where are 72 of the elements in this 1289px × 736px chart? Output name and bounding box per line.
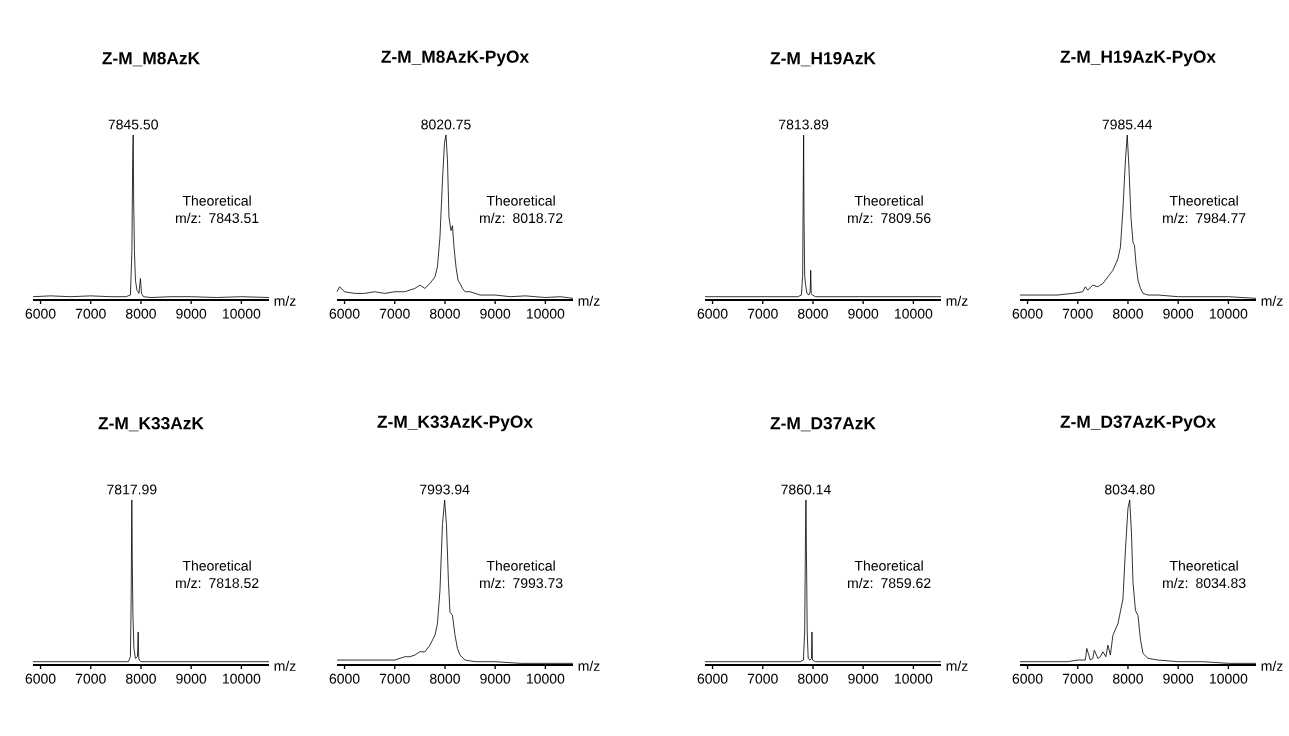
x-axis-title: m/z [1261,295,1283,306]
x-tick-label: 8000 [798,308,828,319]
annotation: 8034.80 [1105,484,1155,495]
x-tick-label: 10000 [894,308,933,319]
annotation: 8020.75 [421,119,471,130]
annotation: Theoretical m/z: 7843.51 [175,195,259,224]
x-tick-label: 8000 [1113,308,1143,319]
x-tick-label: 9000 [848,673,879,684]
x-tick-label: 10000 [1209,673,1248,684]
x-tick-label: 7000 [1062,673,1093,684]
annotation: Theoretical m/z: 8018.72 [479,195,563,224]
x-tick-label: 8000 [125,308,156,319]
annotation: 7845.50 [108,119,158,130]
x-tick-label: 10000 [526,673,565,684]
annotation: 7985.44 [1102,119,1153,130]
x-tick-label: 8000 [125,673,156,684]
chart-title: Z-M_M8AzK [102,52,200,67]
chart-title: Z-M_H19AzK-PyOx [1060,50,1216,67]
x-axis-title: m/z [1261,660,1283,671]
x-tick-label: 7000 [747,308,778,319]
x-tick-label: 8000 [429,673,460,684]
x-tick-label: 10000 [1209,308,1248,319]
chart-title: Z-M_D37AzK [770,417,876,432]
x-tick-label: 9000 [1163,308,1194,319]
x-tick-label: 6000 [25,673,56,684]
x-axis-title: m/z [946,295,968,306]
x-tick-label: 6000 [697,673,728,684]
chart-title: Z-M_M8AzK-PyOx [381,50,530,67]
annotation: Theoretical m/z: 7984.77 [1162,195,1246,224]
x-tick-label: 9000 [480,673,511,684]
x-tick-label: 8000 [429,308,460,319]
x-tick-label: 9000 [480,308,511,319]
chart-title: Z-M_D37AzK-PyOx [1060,415,1216,432]
x-tick-label: 9000 [1163,673,1194,684]
x-tick-label: 7000 [379,308,410,319]
x-tick-label: 7000 [75,308,106,319]
x-tick-label: 6000 [329,308,360,319]
x-tick-label: 6000 [25,308,56,319]
chart-title: Z-M_H19AzK [770,52,876,67]
annotation: Theoretical m/z: 8034.83 [1162,560,1246,589]
x-tick-label: 10000 [222,308,261,319]
annotation: 7860.14 [781,484,831,495]
x-axis-title: m/z [578,660,600,671]
x-tick-label: 8000 [798,673,828,684]
x-tick-label: 6000 [697,308,728,319]
x-tick-label: 7000 [75,673,106,684]
x-tick-label: 9000 [176,673,207,684]
x-tick-label: 10000 [222,673,261,684]
x-tick-label: 6000 [329,673,360,684]
annotation: Theoretical m/z: 7859.62 [847,560,931,589]
x-tick-label: 6000 [1012,308,1043,319]
annotation: 7817.99 [107,484,157,495]
x-tick-label: 7000 [379,673,410,684]
x-tick-label: 9000 [848,308,879,319]
x-axis-title: m/z [946,660,968,671]
x-tick-label: 7000 [747,673,778,684]
annotation: 7813.89 [779,119,829,130]
x-axis-title: m/z [274,660,296,671]
x-tick-label: 6000 [1012,673,1043,684]
chart-title: Z-M_K33AzK [98,417,204,432]
annotation: Theoretical m/z: 7809.56 [847,195,931,224]
x-tick-label: 10000 [894,673,933,684]
x-axis-title: m/z [274,295,296,306]
x-tick-label: 7000 [1062,308,1093,319]
chart-title: Z-M_K33AzK-PyOx [377,415,533,432]
annotation: Theoretical m/z: 7818.52 [175,560,259,589]
x-tick-label: 9000 [176,308,207,319]
x-axis-title: m/z [578,295,600,306]
x-tick-label: 10000 [526,308,565,319]
x-tick-label: 8000 [1113,673,1143,684]
annotation: Theoretical m/z: 7993.73 [479,560,563,589]
annotation: 7993.94 [420,484,470,495]
